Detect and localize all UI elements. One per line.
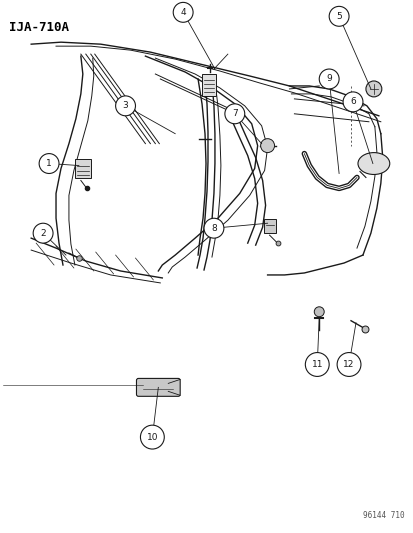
Circle shape (173, 2, 192, 22)
FancyBboxPatch shape (136, 378, 180, 397)
Circle shape (305, 352, 328, 376)
Text: 12: 12 (342, 360, 354, 369)
Circle shape (260, 139, 274, 152)
Text: 4: 4 (180, 8, 185, 17)
Text: 10: 10 (146, 433, 158, 442)
Text: 11: 11 (311, 360, 322, 369)
Text: 2: 2 (40, 229, 46, 238)
Circle shape (336, 352, 360, 376)
Circle shape (342, 92, 362, 112)
Text: IJA-710A: IJA-710A (9, 21, 69, 34)
Circle shape (115, 96, 135, 116)
Text: 7: 7 (231, 109, 237, 118)
Circle shape (224, 104, 244, 124)
Circle shape (313, 307, 323, 317)
Text: 3: 3 (122, 101, 128, 110)
Bar (202, 74, 216, 96)
Text: 5: 5 (335, 12, 341, 21)
Text: 6: 6 (349, 98, 355, 107)
Circle shape (365, 81, 381, 97)
Circle shape (318, 69, 338, 89)
Circle shape (140, 425, 164, 449)
Bar (263, 219, 275, 233)
Text: 96144 710: 96144 710 (362, 511, 404, 520)
Bar (75, 158, 90, 179)
Circle shape (33, 223, 53, 243)
Text: 8: 8 (211, 224, 216, 233)
Circle shape (39, 154, 59, 173)
Text: 1: 1 (46, 159, 52, 168)
Circle shape (204, 218, 223, 238)
Circle shape (328, 6, 348, 26)
Ellipse shape (357, 152, 389, 174)
Text: 9: 9 (325, 75, 331, 84)
